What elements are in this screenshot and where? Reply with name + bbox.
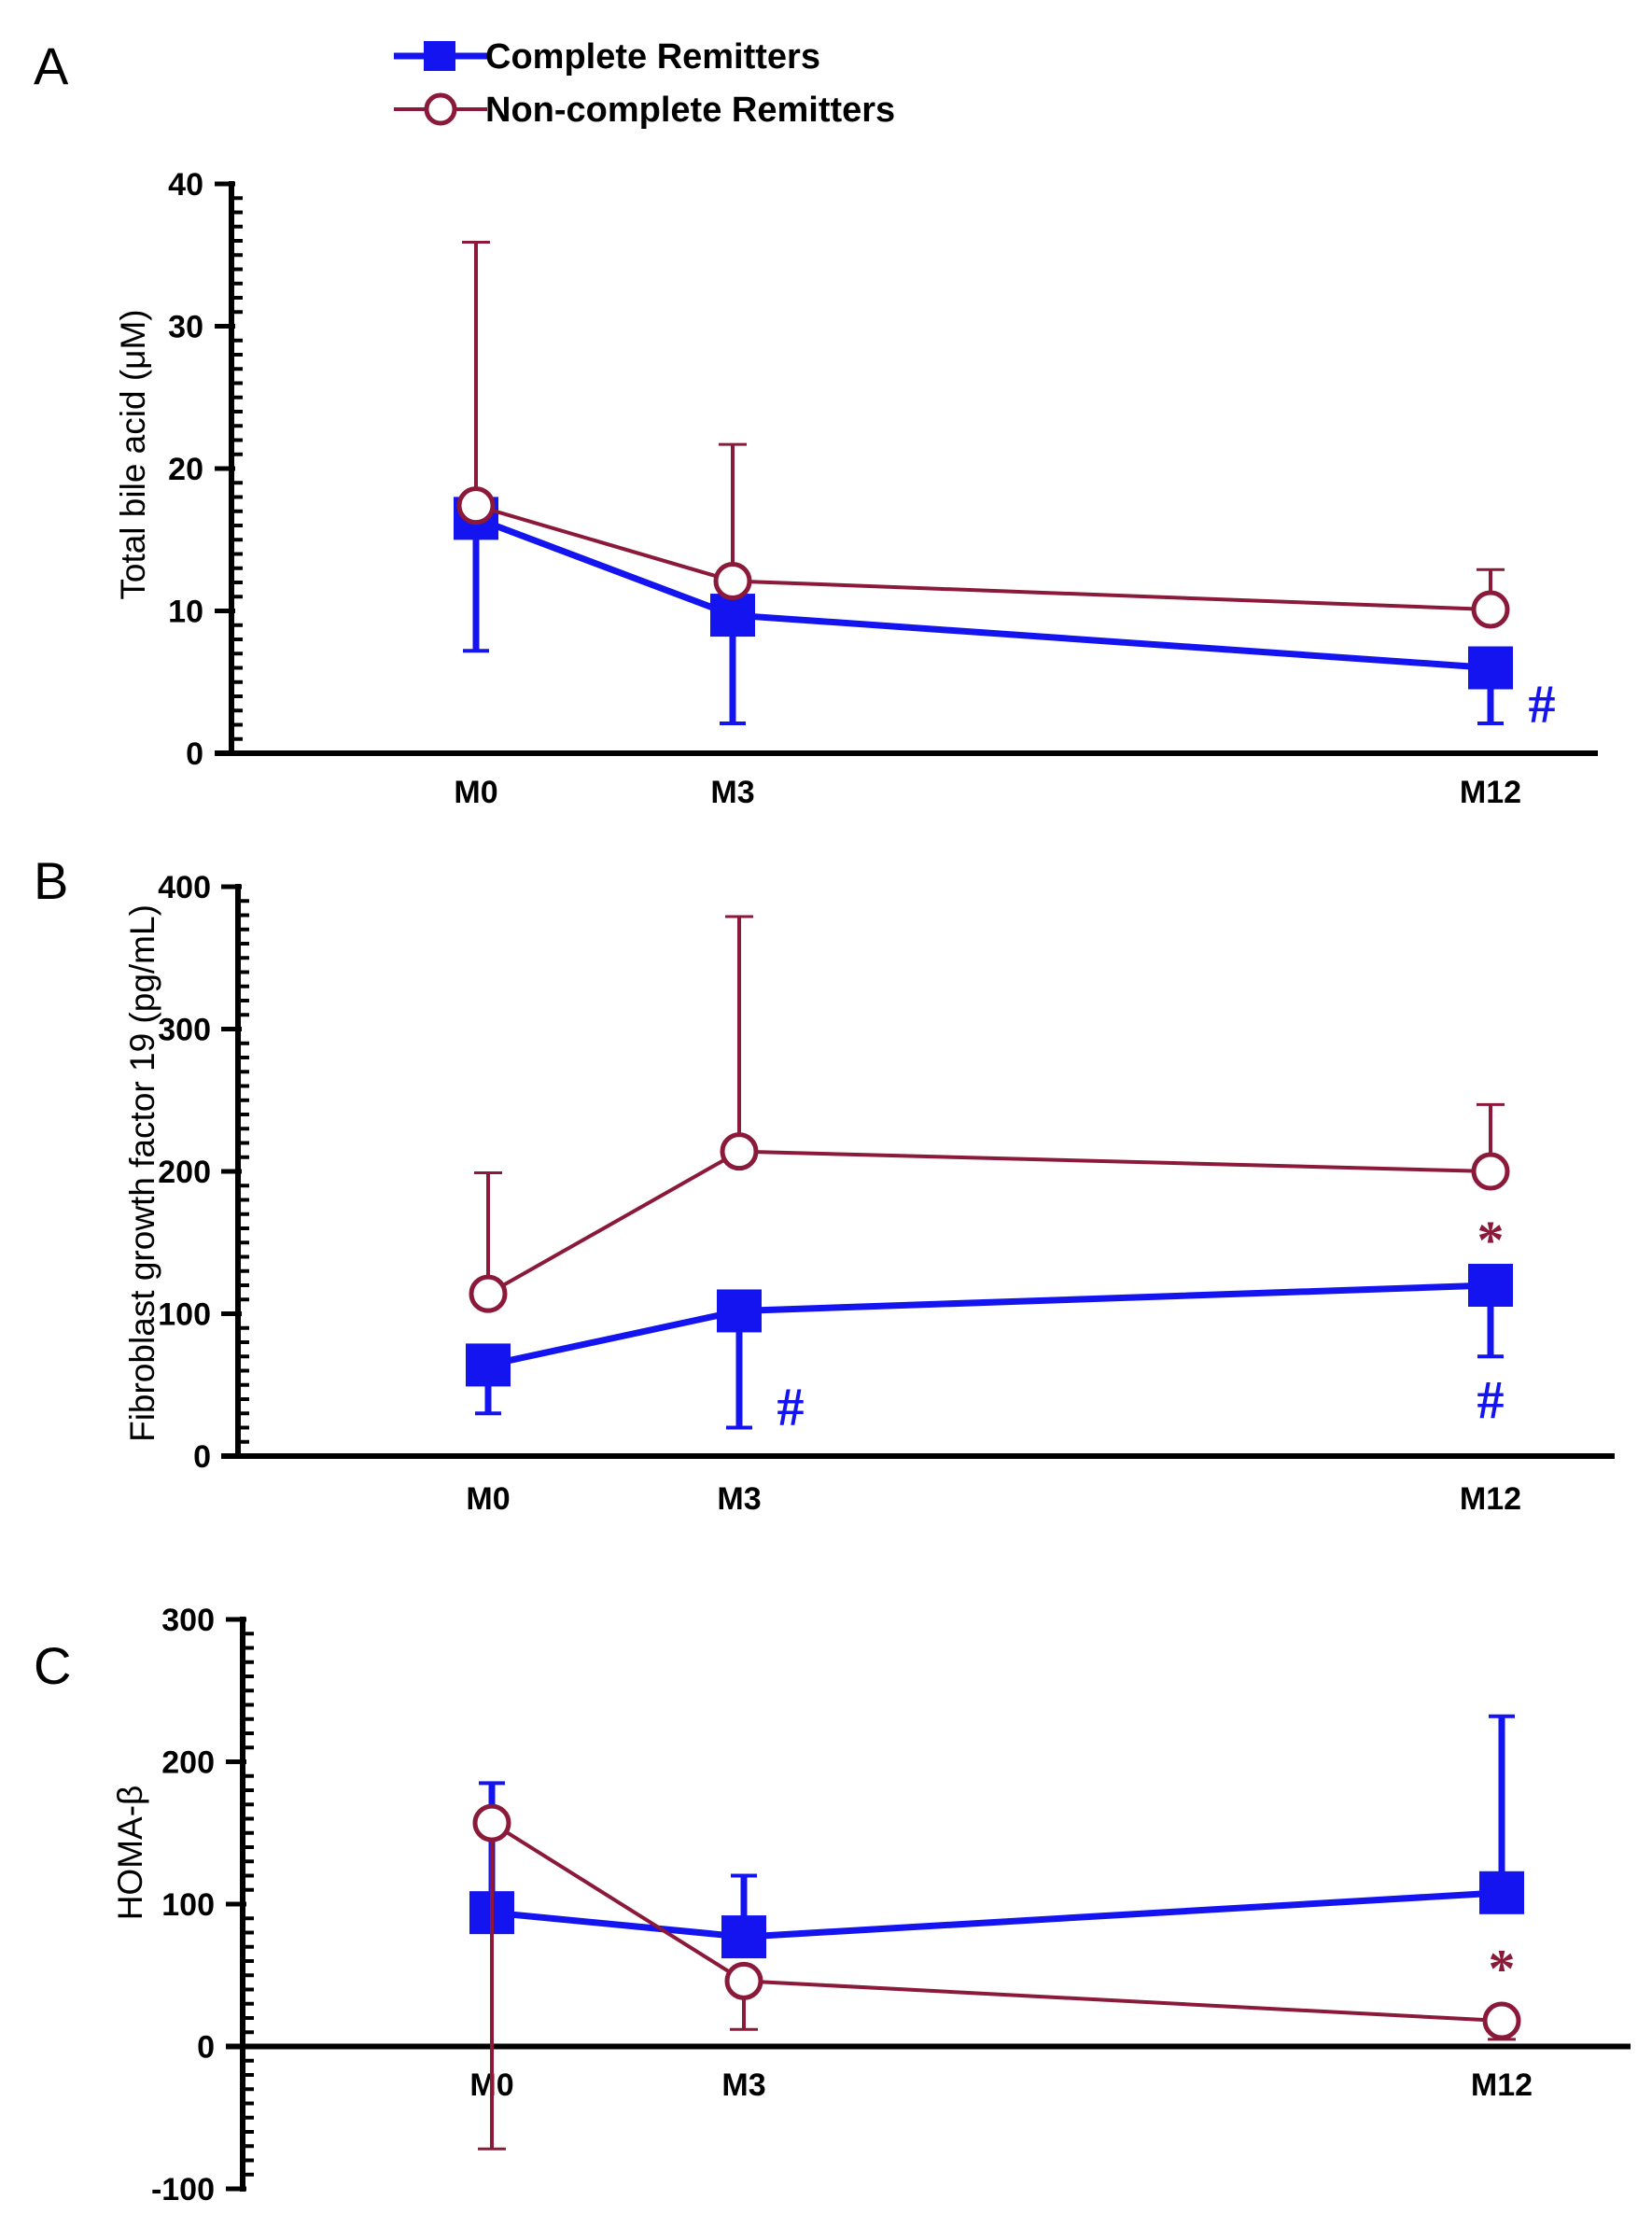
x-tick-label: M3 xyxy=(710,775,754,810)
y-tick-label: 200 xyxy=(158,1155,211,1190)
marker-complete xyxy=(710,594,755,638)
y-tick-label: 30 xyxy=(168,310,203,345)
x-tick-label: M12 xyxy=(1471,2067,1533,2103)
legend-label-noncomplete: Non-complete Remitters xyxy=(485,91,895,130)
marker-noncomplete xyxy=(1471,590,1510,629)
y-tick-label: 0 xyxy=(197,2030,215,2066)
y-tick-label: 40 xyxy=(168,167,203,203)
y-tick-label: 300 xyxy=(158,1013,211,1048)
y-tick-label: 0 xyxy=(186,736,203,772)
y-tick-label: 20 xyxy=(168,452,203,487)
y-tick-label: 0 xyxy=(193,1439,211,1475)
annotation-hash: # xyxy=(777,1377,805,1437)
y-tick-label: 100 xyxy=(161,1887,215,1923)
marker-complete xyxy=(717,1289,762,1333)
marker-complete xyxy=(1479,1871,1524,1914)
x-tick-label: M0 xyxy=(454,775,497,810)
y-tick-label: 400 xyxy=(158,870,211,905)
x-tick-label: M0 xyxy=(466,1481,510,1517)
legend-marker-noncomplete xyxy=(424,92,457,126)
panel-label-a: A xyxy=(34,36,69,95)
panel-label-b: B xyxy=(34,851,68,910)
marker-complete xyxy=(1468,1264,1513,1307)
annotation-asterisk: * xyxy=(1489,1939,1516,1999)
marker-noncomplete xyxy=(469,1274,508,1313)
marker-complete xyxy=(721,1915,766,1959)
panel-c-ylabel: HOMA-β xyxy=(111,1786,149,1921)
series-line-complete xyxy=(491,1889,1503,1941)
panel-b-plot: 0 100 200 300 400 M0 M3 M12 # # * xyxy=(158,870,1615,1517)
marker-noncomplete xyxy=(724,1961,763,2000)
y-tick-label: 200 xyxy=(161,1745,215,1781)
marker-noncomplete xyxy=(1471,1152,1510,1191)
marker-complete xyxy=(466,1343,511,1387)
marker-noncomplete xyxy=(720,1132,759,1171)
legend: Complete Remitters Non-complete Remitter… xyxy=(394,37,895,130)
series-line-complete xyxy=(487,1282,1491,1368)
panel-a-plot: 0 10 20 30 40 M0 M3 M12 # xyxy=(168,167,1598,810)
marker-noncomplete xyxy=(456,486,496,525)
marker-noncomplete xyxy=(1482,2001,1521,2040)
y-tick-label: 10 xyxy=(168,595,203,630)
x-tick-label: M3 xyxy=(721,2067,765,2103)
y-tick-label: 100 xyxy=(158,1297,211,1333)
series-line-complete xyxy=(474,515,1491,671)
x-tick-label: M12 xyxy=(1460,1481,1521,1517)
legend-marker-complete xyxy=(424,41,455,71)
series-line-noncomplete xyxy=(475,503,1491,611)
series-line-noncomplete xyxy=(487,1149,1491,1296)
marker-noncomplete xyxy=(713,561,752,600)
x-tick-label: M12 xyxy=(1460,775,1521,810)
marker-noncomplete xyxy=(472,1803,511,1843)
panel-label-c: C xyxy=(34,1636,71,1695)
legend-label-complete: Complete Remitters xyxy=(485,37,820,77)
annotation-asterisk: * xyxy=(1477,1210,1505,1270)
panel-a-ylabel: Total bile acid (μM) xyxy=(114,309,152,599)
y-tick-label: -100 xyxy=(151,2172,215,2207)
x-tick-label: M3 xyxy=(717,1481,761,1517)
y-tick-label: 300 xyxy=(161,1603,215,1638)
annotation-hash: # xyxy=(1529,674,1556,735)
panel-b-ylabel: Fibroblast growth factor 19 (pg/mL) xyxy=(123,904,161,1442)
annotation-hash: # xyxy=(1477,1369,1505,1430)
marker-complete xyxy=(1468,646,1513,690)
